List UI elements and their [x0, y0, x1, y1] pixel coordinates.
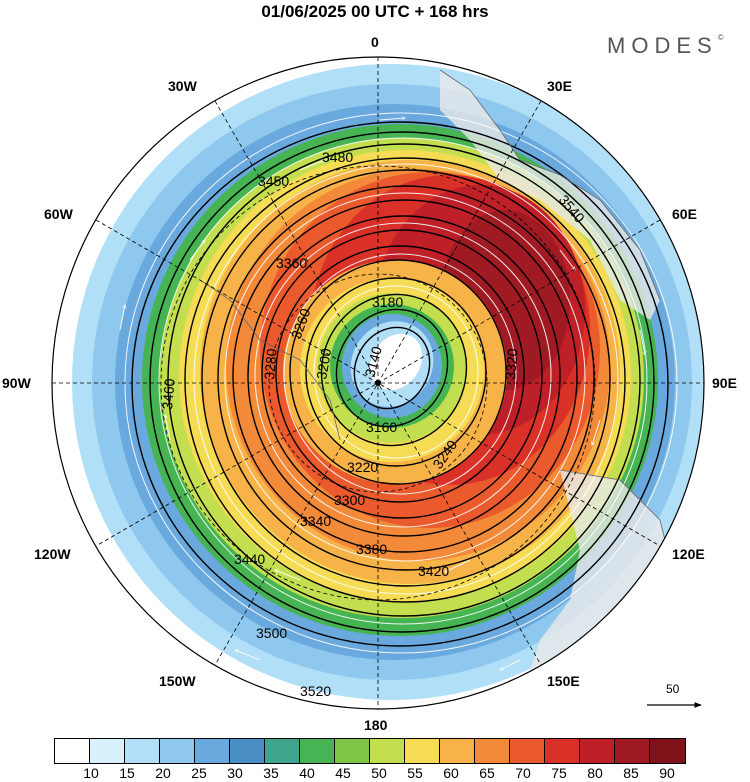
colorbar-swatch — [615, 739, 650, 763]
contour-label: 3480 — [322, 149, 353, 165]
lon-label-60e: 60E — [672, 206, 697, 222]
colorbar-level-label: 55 — [407, 765, 423, 781]
contour-label: 3500 — [256, 625, 287, 641]
map-border — [51, 56, 705, 710]
height-contours — [131, 121, 669, 647]
polar-map: 3140 3160 3180 3200 3220 3240 3260 3280 … — [51, 56, 705, 710]
lon-label-150w: 150W — [159, 673, 196, 689]
contour-label: 3520 — [300, 683, 331, 699]
lon-label-90w: 90W — [2, 375, 31, 391]
colorbar-level-label: 40 — [299, 765, 315, 781]
colorbar-swatch — [265, 739, 300, 763]
colorbar-swatch — [650, 739, 685, 763]
lon-label-30w: 30W — [168, 78, 197, 94]
lon-label-0: 0 — [371, 34, 379, 50]
contour-label: 3220 — [347, 459, 378, 475]
contour-label: 3460 — [159, 378, 178, 411]
colorbar-swatch — [545, 739, 580, 763]
contour-label: 3200 — [313, 347, 334, 381]
colorbar-swatch — [510, 739, 545, 763]
contour-label: 3440 — [234, 551, 265, 567]
contour-label: 3160 — [366, 419, 397, 435]
lon-label-60w: 60W — [44, 206, 73, 222]
contour-label: 3300 — [334, 492, 365, 508]
colorbar-swatch — [335, 739, 370, 763]
contour-label: 3420 — [418, 563, 449, 579]
colorbar-level-label: 15 — [119, 765, 135, 781]
lon-label-90e: 90E — [712, 375, 737, 391]
contour-label: 3280 — [261, 348, 280, 381]
copyright-mark: © — [717, 33, 724, 42]
colorbar — [54, 738, 686, 764]
colorbar-level-label: 35 — [263, 765, 279, 781]
colorbar-swatch — [300, 739, 335, 763]
colorbar-level-label: 20 — [155, 765, 171, 781]
colorbar-level-label: 50 — [371, 765, 387, 781]
colorbar-level-label: 60 — [443, 765, 459, 781]
contour-label: 3380 — [356, 541, 387, 557]
colorbar-swatch — [475, 739, 510, 763]
modes-logo: MODES© — [607, 33, 724, 59]
colorbar-swatch — [195, 739, 230, 763]
colorbar-swatch — [55, 739, 90, 763]
vector-key-value: 50 — [666, 682, 680, 696]
colorbar-level-label: 80 — [587, 765, 603, 781]
colorbar-level-label: 10 — [83, 765, 99, 781]
colorbar-swatch — [125, 739, 160, 763]
contour-label: 3320 — [502, 348, 521, 381]
lon-label-120w: 120W — [34, 546, 71, 562]
contour-label: 3140 — [361, 344, 385, 378]
lon-label-30e: 30E — [547, 78, 572, 94]
contour-label: 3180 — [372, 294, 403, 310]
colorbar-swatch — [90, 739, 125, 763]
colorbar-level-label: 70 — [515, 765, 531, 781]
brand-text: MODES — [607, 33, 718, 58]
lon-label-180: 180 — [364, 717, 388, 733]
map-title: 01/06/2025 00 UTC + 168 hrs — [261, 2, 489, 21]
colorbar-swatch — [580, 739, 615, 763]
colorbar-level-label: 85 — [623, 765, 639, 781]
colorbar-swatch — [160, 739, 195, 763]
colorbar-level-label: 25 — [191, 765, 207, 781]
colorbar-swatch — [230, 739, 265, 763]
contour-label: 3340 — [300, 513, 331, 529]
colorbar-level-label: 65 — [479, 765, 495, 781]
colorbar-swatch — [370, 739, 405, 763]
colorbar-level-label: 75 — [551, 765, 567, 781]
lon-label-150e: 150E — [547, 673, 580, 689]
colorbar-level-label: 90 — [659, 765, 675, 781]
colorbar-swatch — [440, 739, 475, 763]
colorbar-level-label: 45 — [335, 765, 351, 781]
colorbar-swatch — [405, 739, 440, 763]
lon-label-120e: 120E — [672, 546, 705, 562]
north-pole-marker — [375, 380, 381, 386]
contour-label: 3450 — [258, 173, 289, 189]
colorbar-level-label: 30 — [227, 765, 243, 781]
vector-key-arrow — [647, 702, 702, 708]
contour-label: 3360 — [276, 255, 307, 271]
